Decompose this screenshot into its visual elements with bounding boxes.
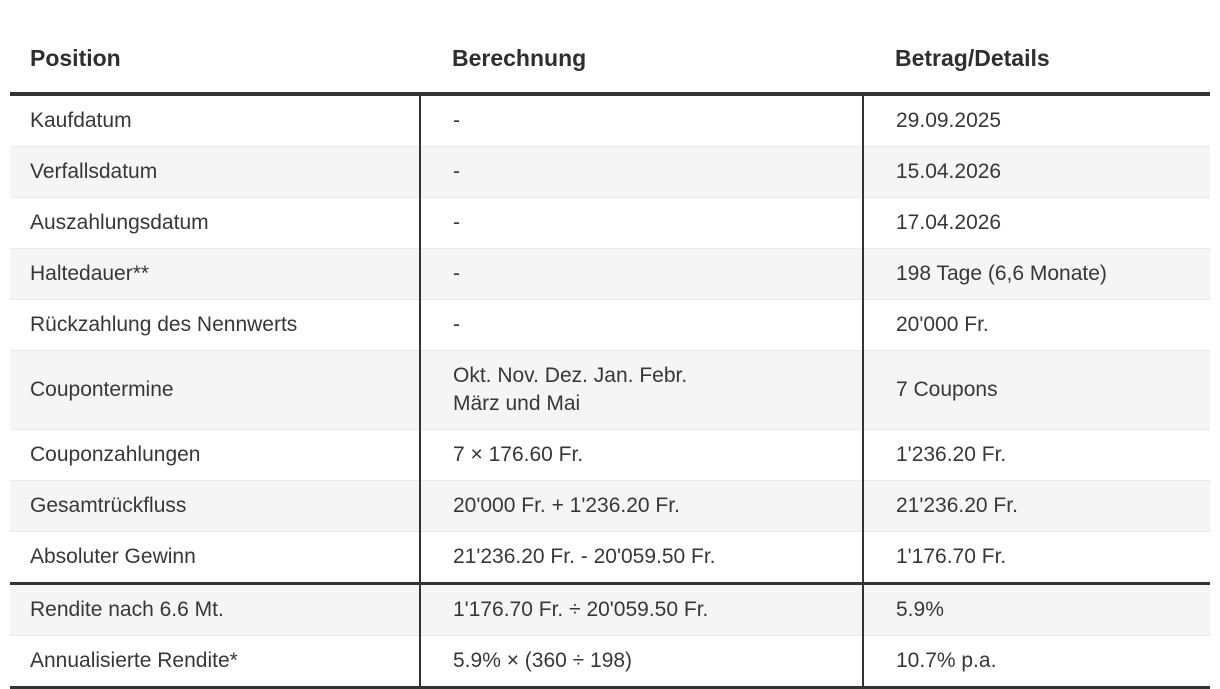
cell-position: Couponzahlungen bbox=[30, 443, 201, 466]
cell-betrag: 7 Coupons bbox=[862, 350, 1210, 430]
column-header-betrag-details: Betrag/Details bbox=[895, 45, 1050, 71]
cell-berechnung: 21'236.20 Fr. - 20'059.50 Fr. bbox=[419, 531, 863, 584]
cell-berechnung: 20'000 Fr. + 1'236.20 Fr. bbox=[419, 480, 863, 532]
cell-berechnung: - bbox=[419, 248, 863, 300]
table-row: Rückzahlung des Nennwerts -20'000 Fr. bbox=[10, 299, 1210, 351]
table-row: Verfallsdatum -15.04.2026 bbox=[10, 146, 1210, 198]
cell-berechnung: - bbox=[419, 299, 863, 351]
table-body: Kaufdatum -29.09.2025 Verfallsdatum -15.04.… bbox=[10, 94, 1210, 688]
header-row: Position Berechnung Betrag/Details bbox=[10, 33, 1210, 94]
table-row: Rendite nach 6.6 Mt. 1'176.70 Fr. ÷ 20'05… bbox=[10, 583, 1210, 636]
cell-betrag: 5.9% bbox=[862, 583, 1210, 636]
table-row: Coupontermine Okt. Nov. Dez. Jan. Febr. M… bbox=[10, 350, 1210, 430]
cell-position: Annualisierte Rendite* bbox=[30, 649, 238, 672]
cell-betrag: 1'236.20 Fr. bbox=[862, 429, 1210, 481]
cell-position: Kaufdatum bbox=[30, 109, 132, 132]
column-header-position: Position bbox=[30, 45, 121, 71]
cell-berechnung: 7 × 176.60 Fr. bbox=[419, 429, 863, 481]
cell-betrag: 1'176.70 Fr. bbox=[862, 531, 1210, 584]
cell-position: Verfallsdatum bbox=[30, 160, 158, 183]
table-row: Absoluter Gewinn 21'236.20 Fr. - 20'059.5… bbox=[10, 531, 1210, 584]
cell-berechnung: Okt. Nov. Dez. Jan. Febr. März und Mai bbox=[419, 350, 863, 430]
cell-position: Rendite nach 6.6 Mt. bbox=[30, 598, 224, 621]
cell-position: Coupontermine bbox=[30, 378, 174, 401]
cell-betrag: 10.7% p.a. bbox=[862, 635, 1210, 688]
cell-betrag: 198 Tage (6,6 Monate) bbox=[862, 248, 1210, 300]
table-row: Kaufdatum -29.09.2025 bbox=[10, 94, 1210, 147]
cell-betrag: 21'236.20 Fr. bbox=[862, 480, 1210, 532]
table-row: Haltedauer** -198 Tage (6,6 Monate) bbox=[10, 248, 1210, 300]
cell-position: Rückzahlung des Nennwerts bbox=[30, 313, 298, 336]
cell-position: Absoluter Gewinn bbox=[30, 545, 196, 568]
table-row: Gesamtrückfluss 20'000 Fr. + 1'236.20 Fr.… bbox=[10, 480, 1210, 532]
table-row: Couponzahlungen 7 × 176.60 Fr. 1'236.20 Fr… bbox=[10, 429, 1210, 481]
cell-position: Gesamtrückfluss bbox=[30, 494, 187, 517]
calculation-table: Position Berechnung Betrag/Details Kaufd… bbox=[10, 33, 1210, 689]
cell-berechnung: - bbox=[419, 94, 863, 147]
table-row: Annualisierte Rendite* 5.9% × (360 ÷ 198)… bbox=[10, 635, 1210, 688]
cell-berechnung: 5.9% × (360 ÷ 198) bbox=[419, 635, 863, 688]
cell-position: Haltedauer** bbox=[30, 262, 150, 285]
cell-betrag: 20'000 Fr. bbox=[862, 299, 1210, 351]
cell-betrag: 15.04.2026 bbox=[862, 146, 1210, 198]
cell-berechnung: - bbox=[419, 146, 863, 198]
cell-berechnung: - bbox=[419, 197, 863, 249]
cell-betrag: 29.09.2025 bbox=[862, 94, 1210, 147]
cell-position: Auszahlungsdatum bbox=[30, 211, 209, 234]
table-header: Position Berechnung Betrag/Details bbox=[10, 33, 1210, 94]
cell-betrag: 17.04.2026 bbox=[862, 197, 1210, 249]
calculation-table-container: Position Berechnung Betrag/Details Kaufd… bbox=[10, 33, 1210, 689]
column-header-berechnung: Berechnung bbox=[452, 45, 587, 71]
cell-berechnung: 1'176.70 Fr. ÷ 20'059.50 Fr. bbox=[419, 583, 863, 636]
table-row: Auszahlungsdatum -17.04.2026 bbox=[10, 197, 1210, 249]
